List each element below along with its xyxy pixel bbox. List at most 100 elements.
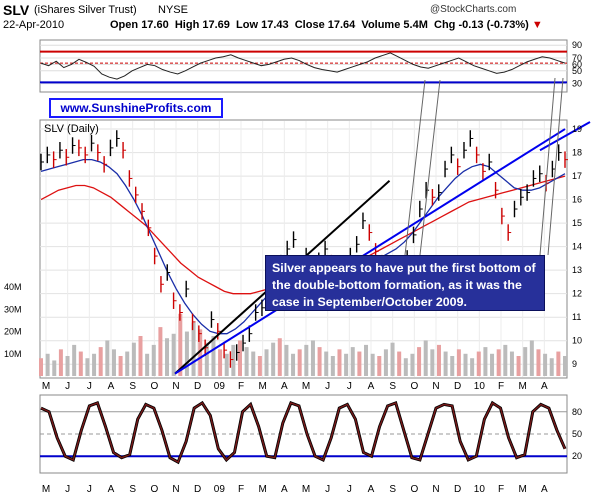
volume-bar <box>131 342 136 376</box>
volume-bar <box>403 358 408 376</box>
volume-bar <box>330 356 335 376</box>
stoch-month-label: M <box>302 484 310 495</box>
month-tick-label: M <box>302 381 310 392</box>
volume-ytick-label: 40M <box>4 282 22 292</box>
price-ytick-label: 18 <box>572 148 582 158</box>
volume-bar <box>218 349 223 376</box>
indicator-panel-frame <box>39 39 568 93</box>
volume-bar <box>337 349 342 376</box>
trendline-blue <box>174 128 566 375</box>
month-tick-label: N <box>172 381 179 392</box>
volume-bar <box>364 344 369 376</box>
price-ytick-label: 19 <box>572 124 582 134</box>
volume-bar <box>184 331 189 376</box>
month-tick-label: S <box>129 381 136 392</box>
stoch-ytick-label: 20 <box>572 451 582 461</box>
volume-ytick-label: 10M <box>4 349 22 359</box>
stoch-month-label: N <box>432 484 439 495</box>
volume-bar <box>417 347 422 376</box>
volume-bar <box>344 353 349 376</box>
price-ytick-label: 16 <box>572 195 582 205</box>
volume-bar <box>204 342 209 376</box>
volume-bar <box>350 347 355 376</box>
stoch-month-label: A <box>281 484 288 495</box>
volume-bar <box>118 356 123 376</box>
chg-label: Chg <box>434 19 456 31</box>
ticker-name: (iShares Silver Trust) <box>34 4 137 16</box>
month-tick-label: 10 <box>474 381 486 392</box>
month-tick-label: O <box>150 381 158 392</box>
volume-bar <box>450 356 455 376</box>
volume-bar <box>523 347 528 376</box>
volume-bar <box>145 353 150 376</box>
month-tick-label: D <box>194 381 201 392</box>
volume-bar <box>138 336 143 376</box>
annotation-pointer <box>404 79 426 256</box>
top-ytick-label: 60 <box>572 59 582 69</box>
month-tick-label: D <box>454 381 461 392</box>
volume-ytick-label: 20M <box>4 327 22 337</box>
volume-bar <box>98 347 103 376</box>
volume-bar <box>529 340 534 376</box>
volume-bar <box>410 353 415 376</box>
volume-ytick-label: 30M <box>4 304 22 314</box>
month-tick-label: S <box>389 381 396 392</box>
volume-bar <box>324 351 329 376</box>
high-label: High <box>174 19 200 31</box>
volume-bar <box>78 351 83 376</box>
close-label: Close <box>294 19 325 31</box>
month-tick-label: A <box>541 381 548 392</box>
volume-bar <box>284 344 289 376</box>
top-ytick-label: 90 <box>572 40 582 50</box>
month-tick-label: A <box>281 381 288 392</box>
sunshineprofits-watermark: www.SunshineProfits.com <box>49 98 223 118</box>
month-tick-label: J <box>325 381 330 392</box>
low-value: 17.43 <box>261 19 289 31</box>
volume-bar <box>563 356 567 376</box>
volume-bar <box>45 353 50 376</box>
volume-bar <box>397 351 402 376</box>
volume-bar <box>383 349 388 376</box>
stoch-month-label: A <box>368 484 375 495</box>
volume-bar <box>105 340 110 376</box>
volume-bar <box>423 340 428 376</box>
month-tick-label: F <box>498 381 504 392</box>
volume-bar <box>52 360 57 376</box>
month-tick-label: N <box>432 381 439 392</box>
volume-bar <box>251 351 256 376</box>
volume-bar <box>224 353 229 376</box>
month-tick-label: F <box>238 381 244 392</box>
stoch-month-label: S <box>389 484 396 495</box>
month-tick-label: 09 <box>214 381 226 392</box>
annotation-pointer <box>419 79 441 256</box>
volume-bar <box>58 349 63 376</box>
volume-bar <box>85 358 90 376</box>
stoch-month-label: M <box>42 484 50 495</box>
stoch-month-label: N <box>172 484 179 495</box>
volume-bar <box>317 347 322 376</box>
close-value: 17.64 <box>327 19 356 31</box>
price-ytick-label: 10 <box>572 336 582 346</box>
volume-bars <box>39 313 567 376</box>
volume-bar <box>277 338 282 376</box>
volume-bar <box>543 353 548 376</box>
volume-bar <box>390 342 395 376</box>
volume-bar <box>165 338 170 376</box>
volume-bar <box>430 349 435 376</box>
month-tick-label: A <box>368 381 375 392</box>
chart-date: 22-Apr-2010 <box>3 19 65 31</box>
stoch-line <box>40 401 566 464</box>
month-tick-label: M <box>258 381 266 392</box>
volume-bar <box>39 358 43 376</box>
volume-bar <box>237 340 242 376</box>
volume-bar <box>111 349 116 376</box>
volume-bar <box>264 349 269 376</box>
volume-bar <box>443 351 448 376</box>
stoch-month-label: J <box>87 484 92 495</box>
indicator-line <box>40 52 566 80</box>
volume-bar <box>257 356 262 376</box>
price-ytick-label: 14 <box>572 242 582 252</box>
annotation-pointer <box>539 77 556 256</box>
stoch-month-label: A <box>108 484 115 495</box>
top-ytick-label: 50 <box>572 66 582 76</box>
